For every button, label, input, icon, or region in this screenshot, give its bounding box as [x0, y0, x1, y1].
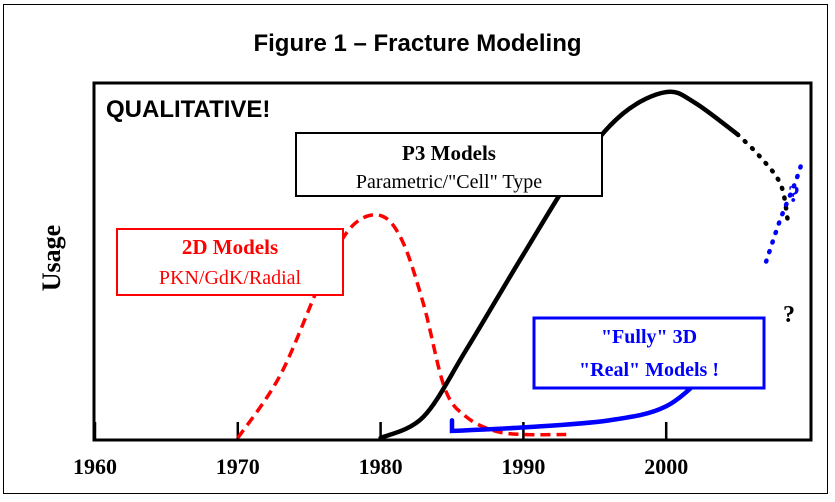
qualitative-label: QUALITATIVE!	[106, 96, 270, 123]
series-line-3	[449, 368, 712, 434]
x-tick-label: 1990	[501, 454, 545, 479]
chart-title: Figure 1 – Fracture Modeling	[253, 30, 582, 57]
d2-label-subtitle: PKN/GdK/Radial	[159, 267, 302, 289]
question-mark-blue: ?	[788, 182, 800, 208]
d2-label-box	[116, 228, 344, 296]
series-line-2	[735, 132, 790, 222]
series-line-4	[763, 160, 805, 264]
x-tick-label: 1970	[216, 454, 260, 479]
p3-label-subtitle: Parametric/"Cell" Type	[356, 171, 542, 193]
full3d-label-box	[532, 316, 766, 390]
d2-label-title: 2D Models	[182, 235, 278, 259]
plot-area	[92, 81, 813, 442]
x-tick-label: 1980	[359, 454, 403, 479]
question-mark-black: ?	[783, 302, 795, 328]
x-tick-label: 1960	[73, 454, 117, 479]
full3d-label-line1: "Fully" 3D	[601, 326, 697, 348]
y-axis-label: Usage	[37, 225, 66, 291]
full3d-label-line2: "Real" Models !	[579, 359, 719, 381]
p3-label-box	[295, 132, 603, 197]
p3-label-title: P3 Models	[402, 141, 496, 165]
x-axis-ticks: 1960 1970 1980 1990 2000	[73, 422, 688, 479]
x-tick-label: 2000	[644, 454, 688, 479]
